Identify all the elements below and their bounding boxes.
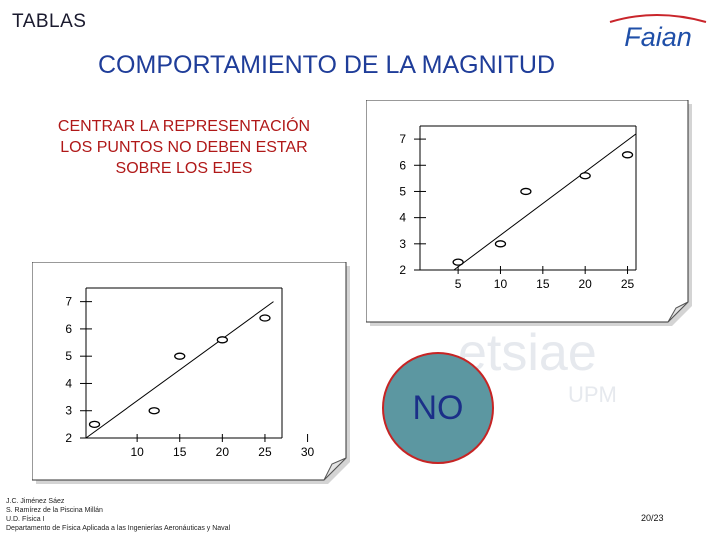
chart-correct: 2 3 4 5 6 7 5 10 15 20 25 [366, 100, 692, 326]
no-stamp: NO [382, 352, 494, 464]
card-sheet [366, 100, 689, 323]
trend-line [85, 301, 274, 439]
watermark-subtext: UPM [568, 382, 617, 407]
author-credits: J.C. Jiménez Sáez S. Ramírez de la Pisci… [6, 497, 230, 533]
y-tick-label: 2 [399, 263, 406, 277]
credit-line: J.C. Jiménez Sáez [6, 498, 65, 505]
x-tick-label: 10 [130, 445, 144, 459]
section-label: TABLAS [12, 11, 87, 32]
chart-incorrect: 2 3 4 5 6 7 10 15 20 25 30 [32, 262, 350, 484]
x-tick-label: 20 [578, 277, 592, 291]
credit-line: U.D. Física I [6, 516, 45, 523]
y-tick-label: 5 [399, 184, 406, 198]
page-number: 20/23 [641, 513, 664, 523]
data-point [579, 172, 591, 180]
data-point [259, 314, 271, 322]
logo-text: Faian [624, 22, 692, 52]
x-tick-label: 15 [536, 277, 550, 291]
note-line: SOBRE LOS EJES [115, 160, 253, 177]
chart-card-correct: 2 3 4 5 6 7 5 10 15 20 25 [366, 100, 692, 326]
chart-card-incorrect: 2 3 4 5 6 7 10 15 20 25 30 [32, 262, 350, 484]
x-tick-label: 25 [621, 277, 635, 291]
credit-line: S. Ramírez de la Piscina Millán [6, 507, 103, 514]
y-tick-label: 6 [399, 158, 406, 172]
card-sheet [32, 262, 347, 481]
trend-line [453, 133, 637, 271]
y-tick-label: 7 [65, 295, 72, 309]
x-tick-label: 15 [173, 445, 187, 459]
no-stamp-text: NO [412, 388, 464, 427]
note-line: LOS PUNTOS NO DEBEN ESTAR [60, 139, 308, 156]
y-tick-label: 3 [65, 404, 72, 418]
x-tick-label: 30 [301, 445, 315, 459]
page-curl [323, 457, 347, 481]
y-tick-label: 4 [65, 376, 72, 390]
data-point [452, 258, 464, 266]
x-tick-label: 20 [216, 445, 230, 459]
data-point [621, 151, 634, 159]
x-tick-label: 10 [494, 277, 508, 291]
faian-logo: Faian [609, 14, 707, 52]
y-tick-label: 4 [399, 211, 406, 225]
note-line: CENTRAR LA REPRESENTACIÓN [57, 118, 311, 135]
page-curl [667, 301, 689, 323]
data-point [216, 336, 228, 344]
y-tick-label: 3 [399, 237, 406, 251]
y-tick-label: 2 [65, 431, 72, 445]
data-point [148, 407, 160, 415]
credit-line: Departamento de Física Aplicada a las In… [6, 525, 231, 532]
x-tick-label: 5 [455, 277, 462, 291]
data-point [88, 420, 101, 429]
slide-title: COMPORTAMIENTO DE LA MAGNITUD [98, 51, 555, 79]
data-point [520, 187, 532, 196]
instruction-note: CENTRAR LA REPRESENTACIÓN LOS PUNTOS NO … [24, 116, 344, 179]
x-tick-label: 25 [258, 445, 272, 459]
y-tick-label: 7 [399, 132, 406, 146]
y-tick-label: 5 [65, 349, 72, 363]
y-tick-label: 6 [65, 322, 72, 336]
data-point [494, 240, 507, 248]
data-point [174, 352, 186, 360]
